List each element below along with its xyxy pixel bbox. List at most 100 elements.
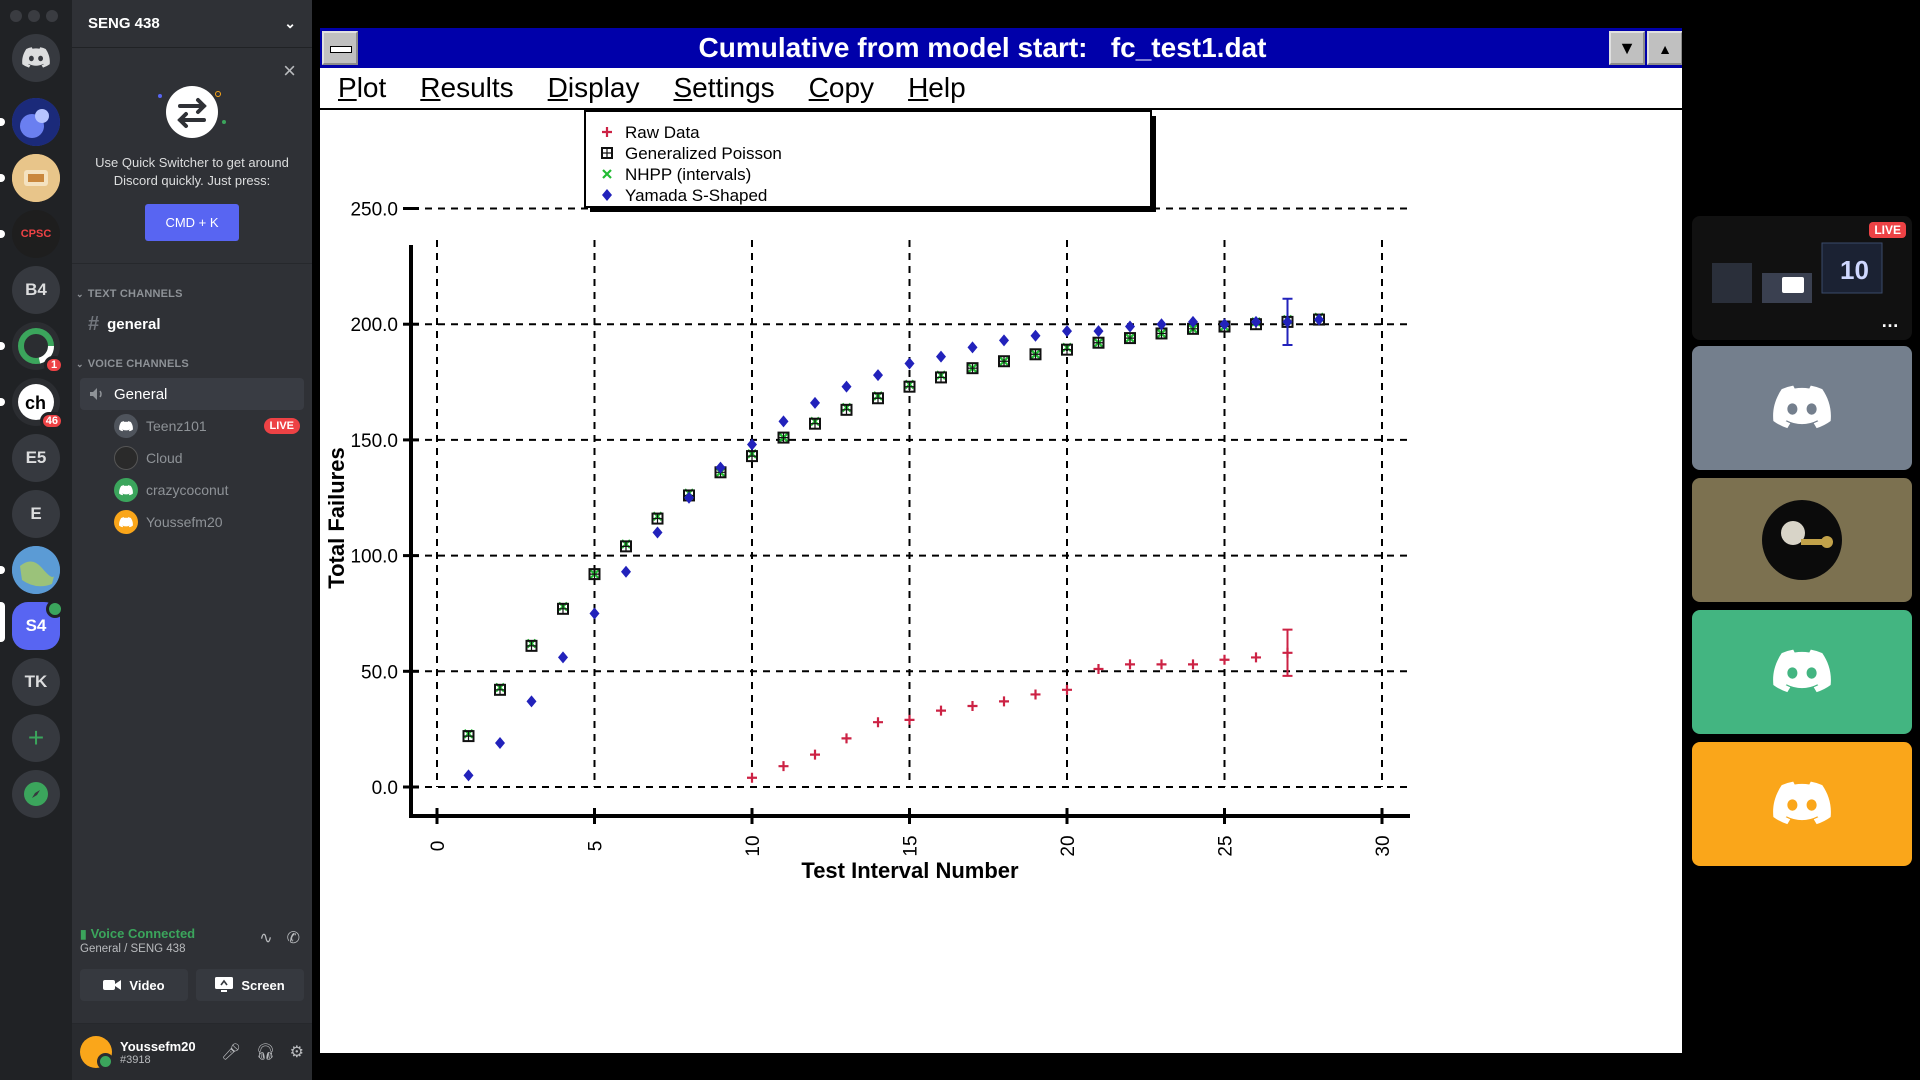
voice-status[interactable]: ▮ Voice Connected [80, 926, 304, 941]
data-point-square-cross [747, 451, 757, 462]
chevron-down-icon: ⌄ [76, 358, 84, 369]
avatar [114, 446, 138, 470]
server-ring[interactable]: 1 [12, 322, 64, 374]
data-point-square-cross [652, 513, 663, 524]
server-rail: CPSC B4 1 ch 46 E5 E S4 [0, 0, 72, 1080]
close-dot[interactable] [10, 10, 22, 22]
data-point-square-cross [589, 569, 600, 580]
avatar[interactable] [80, 1036, 114, 1070]
x-tick-label: 25 [1216, 835, 1237, 856]
participant-tile[interactable] [1692, 742, 1912, 866]
data-point-square-cross [463, 731, 474, 742]
data-point-plus [967, 701, 978, 712]
data-point-diamond [589, 607, 600, 620]
menu-plot[interactable]: Plot [338, 72, 387, 103]
microphone-icon[interactable]: 🎤︎ [221, 1044, 242, 1061]
server-b4[interactable]: B4 [12, 266, 60, 314]
ch-logo-icon: ch [18, 384, 54, 420]
mention-badge: 46 [39, 412, 64, 430]
server-icon-1[interactable] [12, 98, 60, 146]
channel-general[interactable]: # general [80, 308, 304, 340]
explore-servers-button[interactable] [12, 770, 60, 818]
data-point-square-cross [936, 372, 946, 383]
menu-results[interactable]: Results [420, 72, 514, 103]
stream-view: Cumulative from model start: fc_test1.da… [312, 0, 1685, 1080]
voice-user[interactable]: Youssefm20 [114, 506, 312, 538]
chevron-down-icon: ⌄ [284, 15, 296, 31]
voice-channel-general[interactable]: General [80, 378, 304, 410]
server-s4[interactable]: S4 [12, 600, 64, 650]
menu-copy[interactable]: Copy [808, 72, 875, 103]
data-point-diamond [810, 396, 820, 409]
server-e5[interactable]: E5 [12, 434, 60, 482]
data-point-diamond [652, 526, 663, 539]
stream-preview-tile[interactable]: 10 LIVE … [1692, 216, 1912, 340]
participant-tile[interactable] [1692, 478, 1912, 602]
server-icon-2[interactable] [12, 154, 60, 202]
disconnect-icon[interactable]: ✆ [286, 930, 300, 947]
noise-suppression-icon[interactable]: ∿ [259, 930, 273, 947]
menu-display[interactable]: Display [547, 72, 640, 103]
video-button[interactable]: Video [80, 969, 188, 1001]
more-options-icon[interactable]: … [1881, 311, 1900, 331]
user-panel: Youssefm20 #3918 🎤︎ 🎧︎ ⚙ [72, 1024, 312, 1080]
server-label: E [30, 504, 42, 523]
voice-channels-category[interactable]: ⌄ VOICE CHANNELS [72, 340, 312, 370]
server-e[interactable]: E [12, 490, 60, 538]
server-cpsc[interactable]: CPSC [12, 210, 60, 258]
unread-pip [0, 230, 5, 238]
close-icon[interactable]: × [283, 58, 296, 83]
x-axis-label: Test Interval Number [801, 858, 1019, 883]
menu-settings[interactable]: Settings [673, 72, 775, 103]
unread-pip [0, 398, 5, 406]
minimize-dot[interactable] [28, 10, 40, 22]
maximize-button[interactable]: ▲ [1647, 31, 1683, 65]
user-tag: #3918 [120, 1053, 151, 1066]
screen-label: Screen [241, 977, 285, 993]
discord-home-button[interactable] [12, 34, 60, 82]
voice-location: General / SENG 438 [80, 943, 186, 955]
y-tick-label: 150.0 [350, 431, 398, 452]
voice-user[interactable]: crazycoconut [114, 474, 312, 506]
up-down-icon: ▲ [1658, 41, 1672, 57]
data-point-plus [904, 714, 915, 725]
data-point-diamond [715, 461, 726, 474]
minimize-button[interactable]: ▼ [1609, 31, 1645, 65]
maximize-dot[interactable] [46, 10, 58, 22]
server-art-icon [12, 154, 60, 202]
server-art-icon [12, 98, 60, 146]
headphones-icon[interactable]: 🎧︎ [255, 1044, 276, 1061]
screen-share-button[interactable]: Screen [196, 969, 304, 1001]
unread-pip [0, 118, 5, 126]
participant-tile[interactable] [1692, 610, 1912, 734]
add-server-button[interactable]: + [12, 714, 60, 762]
participant-tile[interactable] [1692, 346, 1912, 470]
server-header[interactable]: SENG 438 ⌄ [72, 0, 312, 48]
channel-label: general [107, 315, 161, 333]
globe-icon [12, 546, 60, 594]
data-point-diamond [967, 341, 978, 354]
text-channels-category[interactable]: ⌄ TEXT CHANNELS [72, 264, 312, 300]
category-label: VOICE CHANNELS [87, 358, 189, 370]
server-ch[interactable]: ch 46 [12, 378, 64, 430]
gear-icon[interactable]: ⚙ [289, 1044, 304, 1061]
server-tk[interactable]: TK [12, 658, 60, 706]
y-axis-label: Total Failures [324, 447, 349, 588]
channel-sidebar: SENG 438 ⌄ × Use Quick Switcher to get a… [72, 0, 312, 1080]
menu-help[interactable]: Help [908, 72, 966, 103]
data-point-plus [1156, 659, 1167, 670]
server-globe[interactable] [12, 546, 60, 594]
data-point-plus [1062, 684, 1072, 695]
data-point-plus [1188, 659, 1198, 670]
legend-marker-diamond [602, 189, 612, 201]
app-window: Cumulative from model start: fc_test1.da… [320, 28, 1685, 1053]
legend-entry: Generalized Poisson [625, 144, 782, 163]
voice-user[interactable]: Teenz101 LIVE [114, 410, 312, 442]
system-menu-button[interactable] [322, 31, 358, 65]
shortcut-button[interactable]: CMD + K [145, 204, 239, 241]
x-tick-label: 20 [1058, 835, 1079, 856]
server-label: S4 [25, 616, 47, 635]
voice-user[interactable]: Cloud [114, 442, 312, 474]
data-point-diamond [1030, 329, 1041, 342]
server-label: CPSC [20, 228, 52, 240]
